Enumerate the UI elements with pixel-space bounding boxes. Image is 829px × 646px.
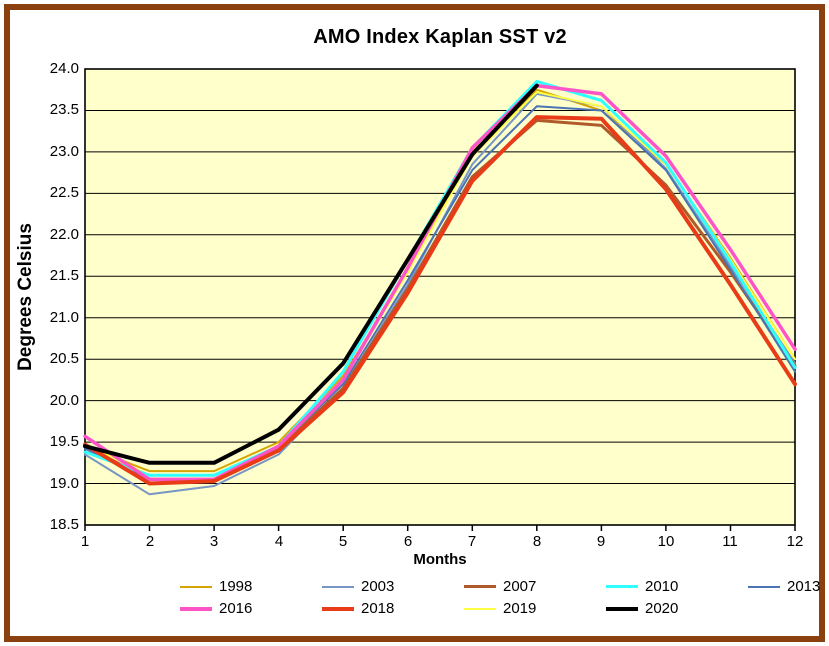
legend-swatch-2018 [322,606,354,611]
x-tick-label: 4 [274,533,284,550]
x-tick-label: 12 [786,533,804,550]
legend-row: 2016 2018 2019 2020 [180,600,748,617]
legend-item-2016: 2016 [180,600,322,617]
x-tick-label: 9 [596,533,606,550]
x-tick-label: 6 [403,533,413,550]
x-tick-label: 10 [657,533,675,550]
legend-swatch-2010 [606,585,638,588]
x-tick-label: 8 [532,533,542,550]
y-tick-label: 18.5 [49,516,79,533]
y-tick-label: 19.0 [49,475,79,492]
legend-item-2010: 2010 [606,578,748,595]
legend-label: 2007 [503,578,537,595]
legend-swatch-2003 [322,585,354,588]
y-tick-label: 24.0 [49,60,79,77]
y-tick-label: 21.0 [49,309,79,326]
y-tick-label: 19.5 [49,433,79,450]
legend-row: 1998 2003 2007 2010 2013 [180,578,829,595]
legend-label: 2016 [219,600,253,617]
legend-item-2003: 2003 [322,578,464,595]
legend-label: 2019 [503,600,537,617]
series-line-2020 [83,83,539,465]
y-tick-label: 22.5 [49,184,79,201]
legend-label: 2013 [787,578,821,595]
x-tick-label: 1 [80,533,90,550]
y-axis-title: Degrees Celsius [15,223,36,371]
legend-label: 2010 [645,578,679,595]
y-tick-label: 23.5 [49,101,79,118]
legend-swatch-2007 [464,585,496,588]
legend-swatch-2019 [464,607,496,610]
y-tick-label: 22.0 [49,226,79,243]
x-tick-label: 7 [467,533,477,550]
y-tick-label: 23.0 [49,143,79,160]
x-tick-label: 11 [722,533,738,550]
x-tick-label: 5 [338,533,348,550]
chart-title: AMO Index Kaplan SST v2 [313,26,567,48]
plot-area [84,68,796,526]
legend-item-2020: 2020 [606,600,748,617]
x-tick-label: 2 [145,533,155,550]
legend-label: 1998 [219,578,253,595]
legend-swatch-1998 [180,585,212,588]
legend-item-2019: 2019 [464,600,606,617]
y-tick-label: 21.5 [49,267,79,284]
x-axis-title: Months [413,551,467,568]
x-tick-label: 3 [209,533,219,550]
legend-item-2007: 2007 [464,578,606,595]
legend-swatch-2016 [180,606,212,611]
legend-swatch-2020 [606,606,638,611]
y-tick-label: 20.5 [49,350,79,367]
series-line-2018 [83,115,797,486]
page-border-frame [4,4,825,642]
y-tick-label: 20.0 [49,392,79,409]
legend-swatch-2013 [748,585,780,588]
legend-label: 2020 [645,600,679,617]
legend-label: 2018 [361,600,395,617]
legend-item-2018: 2018 [322,600,464,617]
legend-item-2013: 2013 [748,578,829,595]
legend-label: 2003 [361,578,395,595]
legend-item-1998: 1998 [180,578,322,595]
